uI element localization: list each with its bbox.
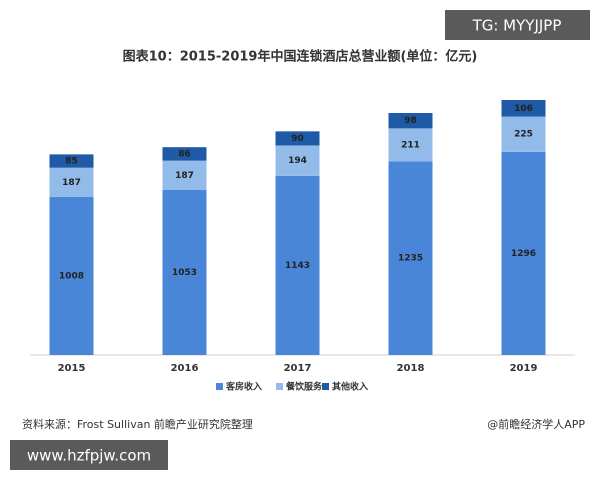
data-label: 1143 — [285, 261, 310, 271]
data-label: 187 — [62, 178, 81, 188]
overlay-box — [10, 440, 168, 470]
legend-swatch — [322, 383, 329, 390]
bar-segment — [275, 175, 320, 355]
bar-segment — [49, 154, 94, 168]
bar-segment — [162, 189, 207, 355]
data-label: 1008 — [59, 272, 84, 282]
data-label: 187 — [175, 171, 194, 181]
bar-segment — [162, 160, 207, 190]
data-label: 225 — [514, 130, 533, 140]
x-tick-label: 2019 — [510, 363, 538, 374]
x-tick-label: 2015 — [58, 363, 86, 374]
data-label: 106 — [514, 104, 533, 114]
data-label: 194 — [288, 156, 307, 166]
x-tick-label: 2017 — [284, 363, 312, 374]
data-label: 90 — [291, 134, 304, 144]
overlay-text: www.hzfpjw.com — [27, 447, 151, 465]
x-tick-label: 2016 — [171, 363, 199, 374]
bar-segment — [275, 131, 320, 146]
legend-swatch — [216, 383, 223, 390]
bar-segment — [388, 128, 433, 162]
data-label: 211 — [401, 140, 420, 150]
data-label: 98 — [404, 116, 417, 126]
bar-segment — [162, 147, 207, 161]
data-label: 85 — [65, 157, 78, 167]
bar-segment — [501, 116, 546, 152]
data-label: 1053 — [172, 268, 197, 278]
legend-label: 客房收入 — [225, 381, 262, 393]
source: 资料来源：Frost Sullivan 前瞻产业研究院整理 — [22, 417, 253, 431]
data-label: 86 — [178, 149, 191, 159]
overlay-box — [445, 10, 590, 40]
data-label: 1296 — [511, 249, 536, 259]
legend-label: 餐饮服务 — [285, 381, 323, 393]
bar-segment — [388, 161, 433, 355]
data-label: 1235 — [398, 254, 423, 264]
bar-segment — [501, 151, 546, 355]
bar-segment — [49, 167, 94, 198]
bar-segment — [501, 100, 546, 117]
bar-segment — [275, 145, 320, 176]
chart-title: 图表10：2015-2019年中国连锁酒店总营业额(单位：亿元) — [123, 49, 478, 65]
bar-segment — [388, 113, 433, 129]
legend-swatch — [276, 383, 283, 390]
credit: @前瞻经济学人APP — [487, 417, 585, 431]
bar-segment — [49, 197, 94, 355]
overlay-text: TG: MYYJJPP — [472, 17, 562, 35]
x-tick-label: 2018 — [397, 363, 425, 374]
legend-label: 其他收入 — [332, 381, 368, 393]
